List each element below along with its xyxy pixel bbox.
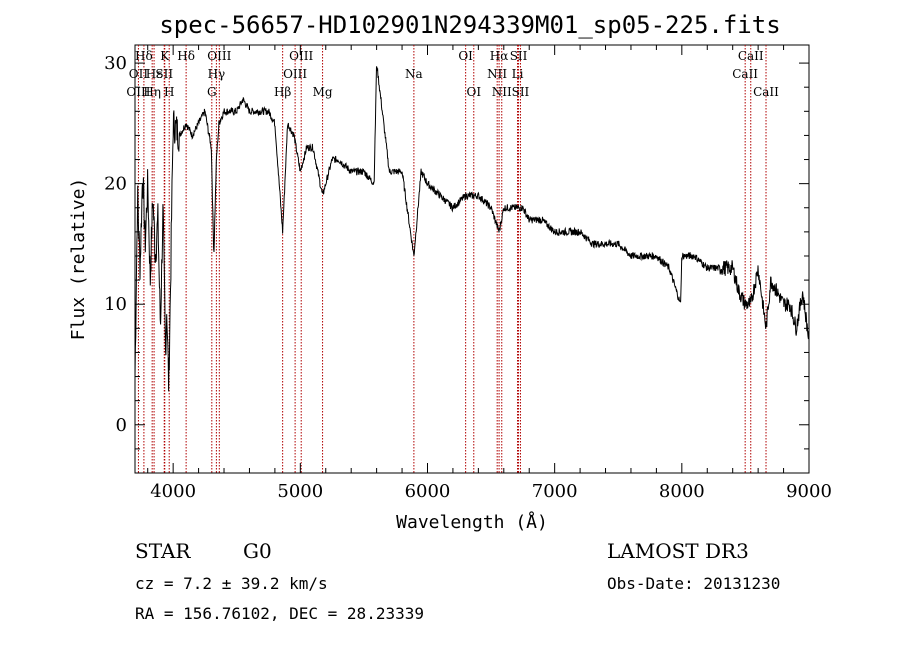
spectral-line-label: OII — [129, 67, 149, 81]
spectral-line-label: Hα — [490, 49, 509, 63]
y-tick-label: 30 — [104, 53, 127, 74]
spectral-line-labels: Hδ OII OIII Hε Hη K SII H Hδ OIII Hγ G Hβ OIII OIII Mg N… — [126, 49, 779, 99]
y-tick-label: 20 — [104, 174, 127, 195]
y-axis-label: Flux (relative) — [68, 178, 89, 341]
spectral-line-label: OIII — [126, 85, 150, 99]
spectral-line-label: Na — [405, 67, 423, 81]
x-tick-label: 7000 — [532, 481, 578, 502]
x-tick-label: 6000 — [405, 481, 451, 502]
spectral-line-label: OIII — [207, 49, 231, 63]
spectral-line-markers — [137, 45, 767, 473]
spectral-line-label: Hδ — [135, 49, 153, 63]
spectral-line-label: Li — [512, 67, 524, 81]
observation-date: Obs-Date: 20131230 — [607, 574, 780, 593]
spectral-line-label: CaII — [738, 49, 764, 63]
axis-ticks: 4000 5000 6000 7000 8000 9000 0 10 20 30 — [104, 45, 832, 502]
x-tick-label: 4000 — [150, 481, 196, 502]
spectral-line-label: SII — [512, 85, 530, 99]
spectrum-series-line — [134, 66, 810, 392]
y-tick-label: 10 — [104, 294, 127, 315]
spectral-line-label: OI — [466, 85, 481, 99]
spectral-line-label: Hγ — [208, 67, 226, 81]
spectral-line-label: NII — [487, 67, 507, 81]
spectral-line-label: OIII — [283, 67, 307, 81]
spectral-line-label: OIII — [289, 49, 313, 63]
spectral-line-label: Hε — [146, 67, 163, 81]
spectral-line-label: Hβ — [274, 85, 291, 99]
coordinates: RA = 156.76102, DEC = 28.23339 — [135, 604, 424, 623]
object-class: STAR — [135, 539, 191, 563]
object-subclass: G0 — [243, 539, 272, 563]
spectral-line-label: K — [160, 49, 170, 63]
spectral-line-label: CaII — [732, 67, 758, 81]
x-tick-label: 9000 — [786, 481, 832, 502]
spectral-line-label: Hη — [143, 85, 161, 99]
spectral-line-label: CaII — [753, 85, 779, 99]
chart-title: spec-56657-HD102901N294339M01_sp05-225.f… — [159, 11, 780, 39]
spectral-line-label: OI — [458, 49, 473, 63]
spectral-line-label: G — [207, 85, 217, 99]
spectral-line-label: H — [164, 85, 174, 99]
spectral-line-label: Mg — [313, 85, 333, 99]
x-tick-label: 5000 — [277, 481, 323, 502]
x-axis-label: Wavelength (Å) — [396, 511, 548, 533]
plot-frame — [134, 44, 810, 474]
y-tick-label: 0 — [116, 415, 127, 436]
redshift-velocity: cz = 7.2 ± 39.2 km/s — [135, 574, 328, 593]
spectral-line-label: SII — [155, 67, 173, 81]
x-tick-label: 8000 — [659, 481, 705, 502]
spectral-line-label: Hδ — [177, 49, 195, 63]
survey-name: LAMOST DR3 — [607, 539, 749, 563]
spectral-line-label: SII — [510, 49, 528, 63]
spectral-line-label: NII — [492, 85, 512, 99]
